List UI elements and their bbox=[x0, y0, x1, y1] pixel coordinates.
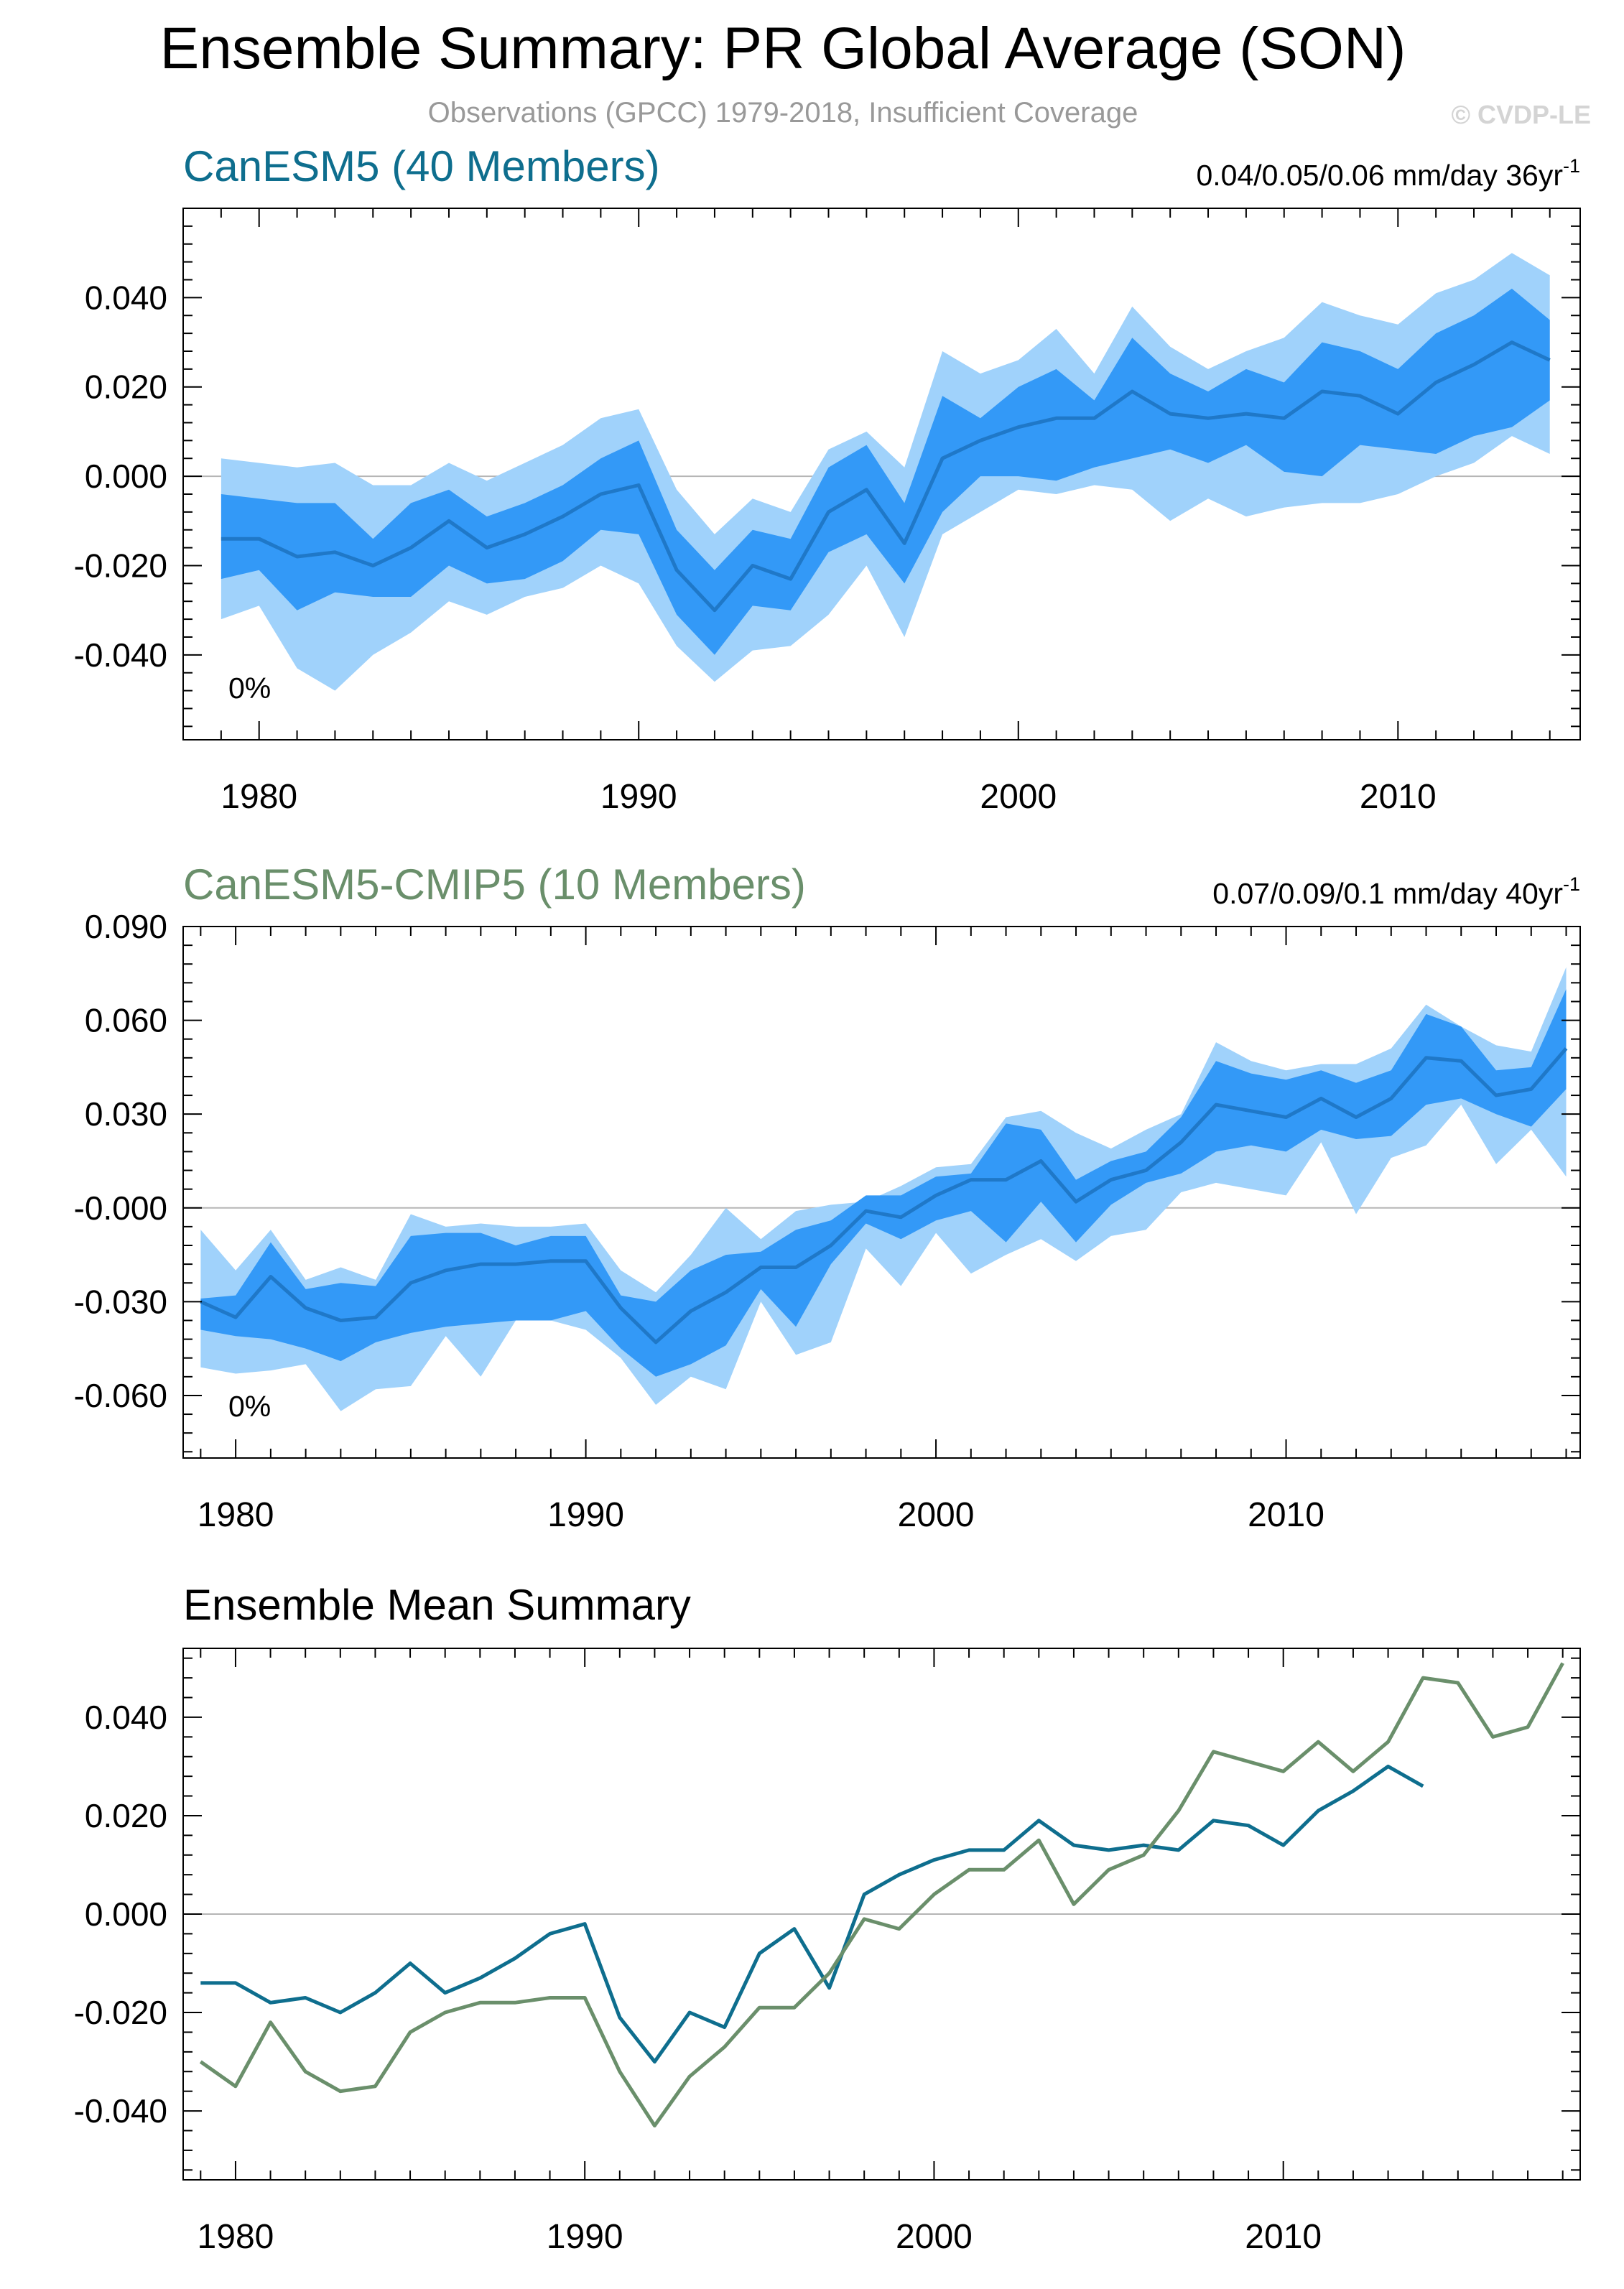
x-tick-label: 1980 bbox=[198, 2218, 274, 2256]
ensemble-mean-line bbox=[221, 340, 1551, 613]
figure-subtitle: Observations (GPCC) 1979-2018, Insuffici… bbox=[428, 97, 1138, 129]
y-tick-label: 0.040 bbox=[85, 279, 167, 316]
y-tick-label: 0.000 bbox=[85, 1895, 167, 1933]
percentile-band bbox=[200, 989, 1567, 1377]
y-tick-label: 0.030 bbox=[85, 1095, 167, 1133]
percent-label: 0% bbox=[228, 672, 271, 705]
x-tick-label: 2000 bbox=[896, 2218, 973, 2256]
plot-area: 1980 1990 2000 2010 0.040 0.020 0.000 -0.020 -0.… bbox=[74, 208, 1581, 816]
x-tick-label: 1990 bbox=[547, 2218, 623, 2256]
y-tick-label: 0.060 bbox=[85, 1002, 167, 1039]
panel-title: CanESM5 (40 Members) bbox=[183, 142, 660, 190]
trend-label: 0.04/0.05/0.06 mm/day 36yr-1 bbox=[1196, 155, 1580, 192]
plot-area: 1980 1990 2000 2010 0.090 0.060 0.030 -0.000 -0.… bbox=[74, 908, 1581, 1534]
panel-canesm5-cmip5: CanESM5-CMIP5 (10 Members) 0.07/0.09/0.1… bbox=[74, 860, 1581, 1534]
series-line-canesm5-cmip5 bbox=[199, 1662, 1564, 2128]
x-tick-label: 1990 bbox=[600, 778, 677, 816]
y-tick-label: 0.020 bbox=[85, 368, 167, 406]
watermark: © CVDP-LE bbox=[1451, 100, 1591, 129]
x-tick-label: 2000 bbox=[980, 778, 1057, 816]
plot-area: 1980 1990 2000 2010 0.040 0.020 0.000 -0.020 -0.… bbox=[74, 1648, 1581, 2256]
plot-frame bbox=[182, 926, 1581, 1459]
y-tick-label: -0.000 bbox=[74, 1189, 167, 1227]
x-tick-label: 2000 bbox=[898, 1496, 975, 1534]
x-tick-label: 1980 bbox=[198, 1496, 274, 1534]
panel-title: CanESM5-CMIP5 (10 Members) bbox=[183, 860, 806, 909]
y-tick-label: -0.030 bbox=[74, 1283, 167, 1320]
percent-label: 0% bbox=[228, 1390, 271, 1423]
panel-canesm5: CanESM5 (40 Members) 0.04/0.05/0.06 mm/d… bbox=[74, 142, 1581, 816]
y-tick-label: 0.020 bbox=[85, 1797, 167, 1834]
percentile-band bbox=[221, 288, 1550, 655]
x-tick-label: 1990 bbox=[547, 1496, 624, 1534]
y-tick-label: -0.020 bbox=[74, 547, 167, 584]
y-tick-label: -0.040 bbox=[74, 636, 167, 674]
x-tick-label: 1980 bbox=[221, 778, 297, 816]
y-tick-label: 0.040 bbox=[85, 1699, 167, 1736]
figure-title: Ensemble Summary: PR Global Average (SON… bbox=[160, 16, 1406, 81]
plot-frame bbox=[182, 208, 1581, 740]
ensemble-mean-line bbox=[200, 1047, 1568, 1345]
y-tick-label: 0.090 bbox=[85, 908, 167, 945]
y-tick-label: -0.020 bbox=[74, 1994, 167, 2031]
min-max-band bbox=[200, 967, 1567, 1411]
min-max-band bbox=[221, 253, 1550, 691]
x-tick-label: 2010 bbox=[1248, 1496, 1324, 1534]
panel-title: Ensemble Mean Summary bbox=[183, 1581, 691, 1629]
x-tick-label: 2010 bbox=[1245, 2218, 1322, 2256]
y-tick-label: -0.060 bbox=[74, 1377, 167, 1414]
panel-ensemble-mean: Ensemble Mean Summary 1980 1990 2000 2010 0.… bbox=[74, 1581, 1581, 2256]
y-tick-label: -0.040 bbox=[74, 2092, 167, 2130]
series-line-canesm5 bbox=[200, 1764, 1424, 2064]
x-tick-label: 2010 bbox=[1360, 778, 1437, 816]
y-tick-label: 0.000 bbox=[85, 458, 167, 495]
trend-label: 0.07/0.09/0.1 mm/day 40yr-1 bbox=[1212, 873, 1580, 910]
